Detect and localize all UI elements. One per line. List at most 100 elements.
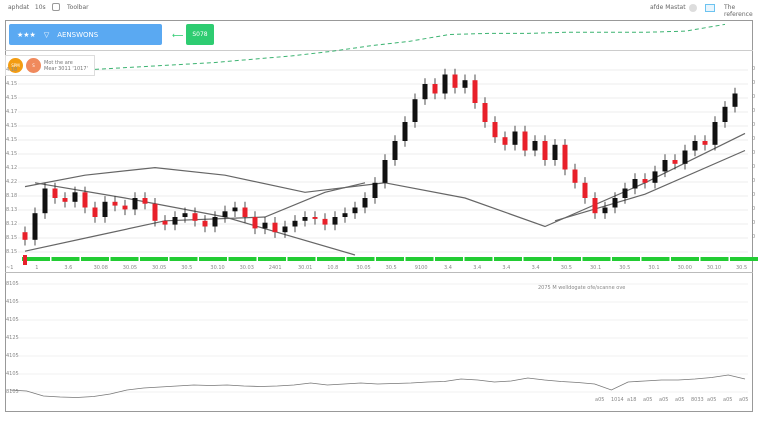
candle-body — [432, 84, 438, 94]
candle-body — [72, 192, 78, 202]
interval[interactable]: 10s — [34, 4, 46, 11]
volume-x-label: a05 — [723, 397, 733, 403]
candle-body — [362, 198, 368, 208]
signal-bar-segment — [612, 257, 640, 261]
legend-line2: Mear 3011 '1017' — [44, 65, 88, 72]
volume-y-label: 8105 — [6, 389, 19, 395]
candle-body — [682, 150, 688, 164]
y-axis-label: 4.15 — [6, 123, 18, 129]
signal-bar-segment — [287, 257, 316, 261]
symbol-banner[interactable]: ★★★ ▽ AENSWONS — [9, 24, 162, 45]
x-axis-label: 30.05 — [356, 265, 371, 271]
mode-label[interactable]: Mastat — [665, 4, 686, 11]
volume-y-label: 4125 — [6, 335, 19, 341]
volume-x-label: a05 — [739, 397, 749, 403]
toolbar-icon[interactable] — [52, 3, 60, 11]
candle-body — [22, 232, 28, 240]
topbar-right: afde Mastat — [650, 4, 686, 11]
candle-body — [372, 182, 378, 198]
candle-body — [712, 122, 718, 145]
arrow-left-icon: ⟵ — [172, 31, 184, 40]
x-axis-label: 30.1 — [648, 265, 660, 271]
candle-body — [452, 74, 458, 88]
signal-bar-segment — [671, 257, 699, 261]
app-name: aphdat — [8, 4, 30, 11]
x-axis-label: 3.4 — [473, 265, 482, 271]
x-axis-label: 3.6 — [64, 265, 73, 271]
candle-body — [312, 217, 318, 219]
right-axis-label: 0 — [752, 234, 756, 240]
window-icon[interactable] — [705, 4, 715, 12]
toolbar-label[interactable]: Toolbar — [67, 4, 89, 11]
right-axis-label: 0 — [752, 80, 756, 86]
signal-bar-segment — [405, 257, 434, 261]
candle-body — [512, 131, 518, 145]
candle-body — [62, 198, 68, 202]
cloud-icon[interactable]: S — [26, 58, 41, 73]
candle-body — [392, 141, 398, 160]
signal-bar-segment — [523, 257, 552, 261]
x-axis-label: ~1 — [6, 265, 14, 271]
candle-body — [582, 182, 588, 198]
signal-bar-segment — [553, 257, 581, 261]
volume-y-label: 8105 — [6, 281, 19, 287]
filter-icon: ▽ — [43, 30, 50, 39]
candle-body — [92, 207, 98, 217]
signal-bar-segment — [435, 257, 463, 261]
candle-body — [442, 74, 448, 94]
y-axis-label: 8.13 — [6, 207, 18, 213]
chart-frame — [5, 20, 753, 412]
x-axis-label: 10.8 — [327, 265, 339, 271]
signal-bar-segment — [258, 257, 286, 261]
signal-bar-segment — [376, 257, 404, 261]
x-axis-label: 30.5 — [560, 265, 572, 271]
y-axis-label: 8.15 — [6, 249, 18, 255]
candle-body — [42, 188, 48, 214]
moving-average-line — [34, 182, 356, 256]
green-button[interactable]: S078 — [186, 24, 214, 45]
y-axis-label: 4.15 — [6, 95, 18, 101]
volume-x-label: 8033 — [691, 397, 704, 403]
topbar-left: aphdat 10s — [8, 4, 46, 11]
y-axis-label: 4.17 — [6, 109, 18, 115]
candle-body — [222, 211, 228, 217]
candle-body — [292, 220, 298, 227]
volume-x-label: a05 — [675, 397, 685, 403]
volume-x-label: a05 — [707, 397, 717, 403]
y-axis-label: 8.15 — [6, 235, 18, 241]
candle-body — [672, 160, 678, 164]
candle-body — [562, 144, 568, 170]
candle-body — [492, 122, 498, 138]
x-axis-label: 30.01 — [298, 265, 313, 271]
candle-body — [332, 217, 338, 225]
candle-body — [152, 203, 158, 221]
signal-bar-segment — [51, 257, 80, 261]
right-axis-label: 0 — [752, 192, 756, 198]
signal-bar-segment — [228, 257, 257, 261]
signal-bar-segment — [582, 257, 611, 261]
candle-body — [402, 122, 408, 141]
candle-body — [472, 80, 478, 103]
reference-label[interactable]: The reference — [724, 4, 753, 18]
candle-body — [722, 106, 728, 122]
right-axis-label: 0 — [752, 164, 756, 170]
candle-body — [242, 207, 248, 217]
x-axis-label: 30.10 — [706, 265, 722, 271]
signal-bar-segment — [464, 257, 493, 261]
overview-dashed-line — [94, 23, 726, 70]
panel-divider — [5, 272, 753, 273]
circle-icon[interactable] — [689, 4, 697, 12]
signal-bar-segment — [110, 257, 139, 261]
x-axis-label: 30.03 — [239, 265, 254, 271]
y-axis-label: 4.15 — [6, 137, 18, 143]
y-axis-label: 4.15 — [6, 81, 18, 87]
volume-y-label: 4105 — [6, 353, 19, 359]
badge-icon[interactable]: SPM — [8, 58, 23, 73]
candle-body — [282, 226, 288, 233]
candle-body — [592, 198, 598, 214]
candle-body — [532, 141, 538, 151]
candle-body — [182, 213, 188, 217]
right-axis-label: 0 — [752, 136, 756, 142]
candle-body — [542, 141, 548, 160]
